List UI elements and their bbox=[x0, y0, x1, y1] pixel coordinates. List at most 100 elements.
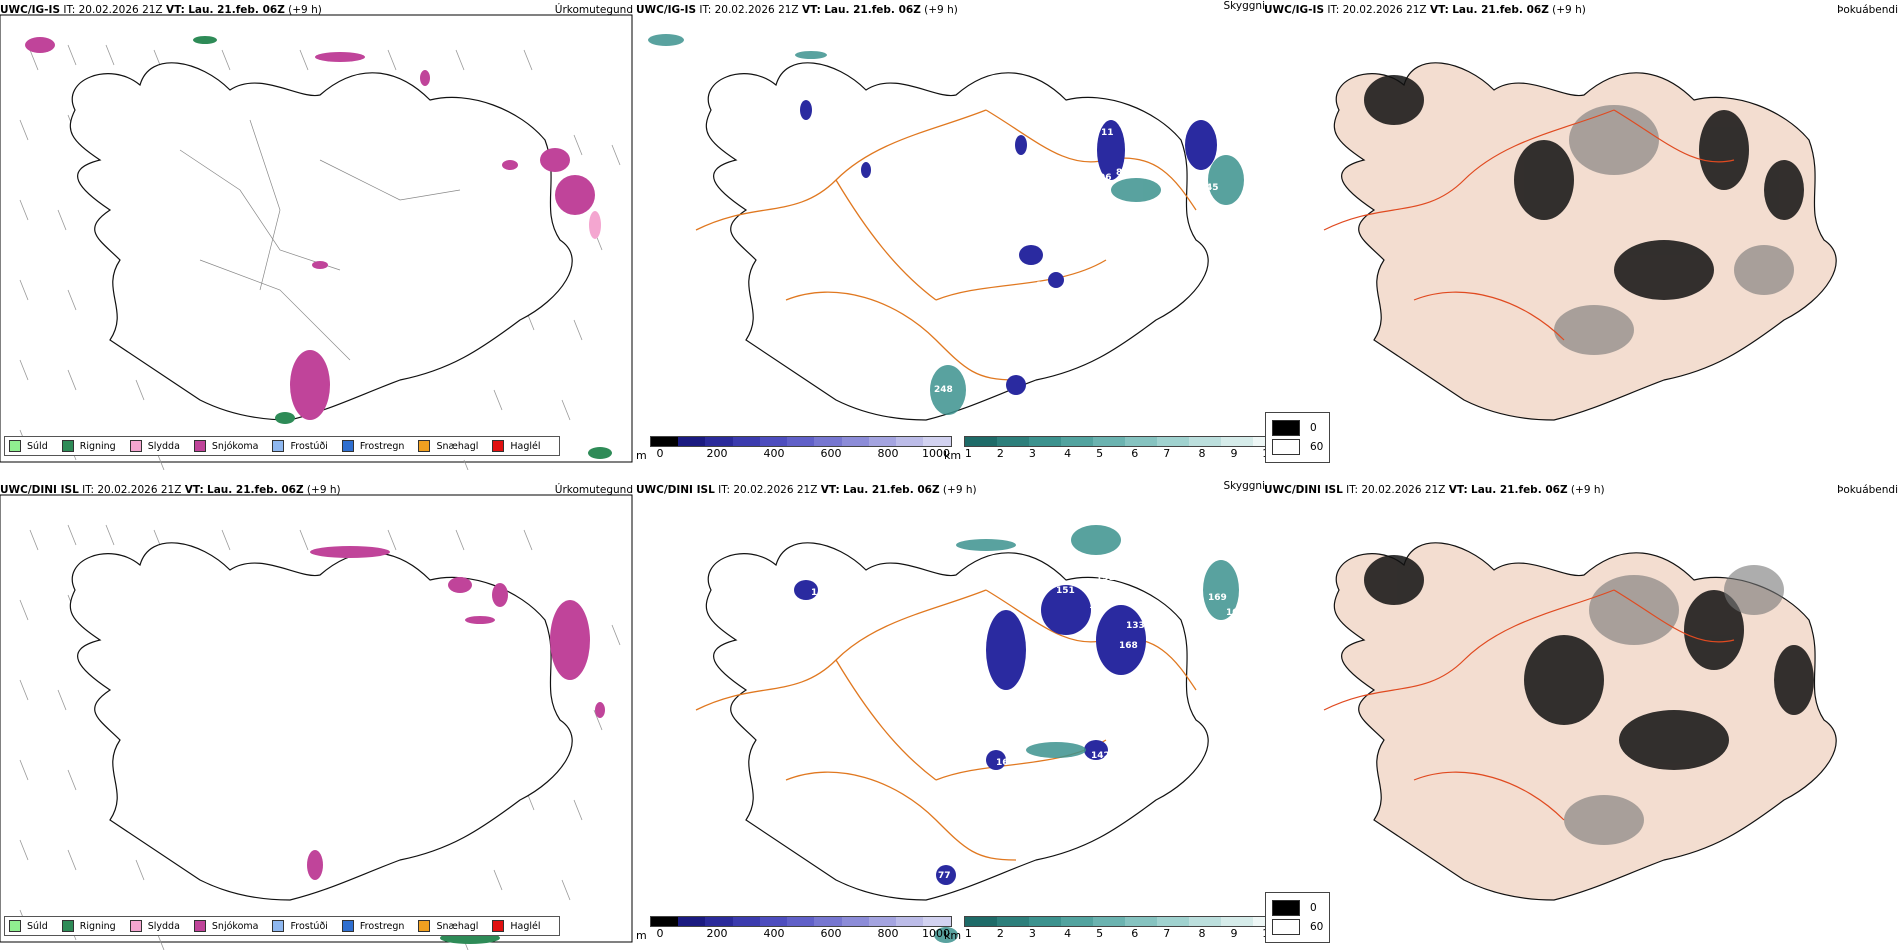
legend-item: Frostregn bbox=[341, 440, 404, 452]
precip-legend-bottom: Súld Rigning Slydda Snjókoma Frostúði Fr… bbox=[4, 916, 560, 936]
svg-text:85: 85 bbox=[1116, 168, 1129, 178]
svg-text:131: 131 bbox=[1096, 573, 1115, 583]
svg-text:151: 151 bbox=[1056, 586, 1075, 596]
colorbar-cell bbox=[1189, 917, 1222, 926]
colorbar-cell bbox=[841, 437, 869, 446]
colorbar-cell bbox=[1125, 437, 1158, 446]
header-top-fog: UWC/IG-IS IT: 20.02.2026 21Z VT: Lau. 21… bbox=[1264, 4, 1586, 16]
legend-item: Haglél bbox=[492, 440, 541, 452]
legend-item: Snjókoma bbox=[193, 440, 258, 452]
svg-text:96: 96 bbox=[1099, 173, 1112, 183]
cloudbase-labels-bottom: 123 163 131 151 115 133 168 169 105 142 … bbox=[811, 563, 1245, 881]
legend-item: Rigning bbox=[61, 440, 116, 452]
colorbar-cell bbox=[1157, 917, 1190, 926]
cloudbase-labels-top: 11 85 96 63 45 82 14 67 10 12 248 bbox=[806, 103, 1219, 395]
header-bottom: UWC/DINI ISL IT: 20.02.2026 21Z VT: Lau.… bbox=[0, 484, 341, 496]
fog-title: Þokuábendi bbox=[1837, 4, 1898, 16]
colorbar-cell bbox=[705, 917, 733, 926]
svg-text:77: 77 bbox=[938, 871, 951, 881]
colorbar-cell bbox=[896, 437, 924, 446]
svg-text:63: 63 bbox=[1189, 178, 1202, 188]
roads bbox=[695, 109, 1197, 381]
visibility-title: Skyggni bbox=[1223, 0, 1266, 12]
colorbar-cell bbox=[759, 437, 788, 446]
colorbar-cell bbox=[677, 917, 706, 926]
colorbar-cell bbox=[814, 917, 842, 926]
colorbar-cell bbox=[650, 917, 678, 926]
svg-text:142: 142 bbox=[1091, 751, 1110, 761]
colorbar-cell bbox=[814, 437, 842, 446]
legend-item: Súld bbox=[9, 440, 48, 452]
svg-text:168: 168 bbox=[1119, 641, 1138, 651]
legend-item: Haglél bbox=[492, 920, 541, 932]
colorbar-cell bbox=[1029, 437, 1062, 446]
legend-item: Snæhagl bbox=[418, 440, 478, 452]
svg-text:105: 105 bbox=[1226, 608, 1245, 618]
visibility-map-top: 11 85 96 63 45 82 14 67 10 12 248 bbox=[648, 34, 1244, 421]
precip-legend-top: Súld Rigning Slydda Snjókoma Frostúði Fr… bbox=[4, 436, 560, 456]
colorbar-cell bbox=[868, 917, 897, 926]
precip-panel-bottom: UWC/DINI ISL IT: 20.02.2026 21Z VT: Lau.… bbox=[0, 480, 635, 950]
colorbar-cell bbox=[759, 917, 788, 926]
colorbar-cell bbox=[965, 917, 998, 926]
svg-text:133: 133 bbox=[1126, 621, 1145, 631]
precip-panel-top: UWC/IG-IS IT: 20.02.2026 21Z VT: Lau. 21… bbox=[0, 0, 635, 470]
colorbar-cell bbox=[868, 437, 897, 446]
colorbar-cell bbox=[997, 437, 1030, 446]
precip-title: Úrkomutegund bbox=[554, 484, 633, 496]
fog-legend-top: 0 60 bbox=[1265, 412, 1331, 463]
header-top-vis: UWC/IG-IS IT: 20.02.2026 21Z VT: Lau. 21… bbox=[636, 4, 958, 16]
svg-text:163: 163 bbox=[1116, 563, 1135, 573]
visibility-colorbar-top: km 1 2 3 4 5 6 7 8 9 10 bbox=[944, 436, 1271, 462]
precip-map-bottom bbox=[0, 494, 633, 950]
colorbar-cell bbox=[965, 437, 998, 446]
legend-item: Frostúði bbox=[272, 920, 328, 932]
visibility-panel-bottom: UWC/DINI ISL IT: 20.02.2026 21Z VT: Lau.… bbox=[636, 480, 1271, 950]
svg-text:82: 82 bbox=[1056, 103, 1069, 113]
svg-text:10: 10 bbox=[926, 271, 939, 281]
svg-text:169: 169 bbox=[1208, 593, 1227, 603]
header-bottom-fog: UWC/DINI ISL IT: 20.02.2026 21Z VT: Lau.… bbox=[1264, 484, 1605, 496]
precip-title: Úrkomutegund bbox=[554, 4, 633, 16]
fog-map-top bbox=[1323, 62, 1837, 421]
legend-item: Snæhagl bbox=[418, 920, 478, 932]
visibility-title: Skyggni bbox=[1223, 480, 1266, 492]
svg-text:45: 45 bbox=[1206, 183, 1219, 193]
svg-text:248: 248 bbox=[934, 385, 953, 395]
svg-text:16: 16 bbox=[996, 758, 1009, 768]
colorbar-cell bbox=[923, 917, 951, 926]
colorbar-cell bbox=[1093, 917, 1126, 926]
visibility-map-bottom: 123 163 131 151 115 133 168 169 105 142 … bbox=[695, 525, 1245, 943]
visibility-panel-top: UWC/IG-IS IT: 20.02.2026 21Z VT: Lau. 21… bbox=[636, 0, 1271, 470]
colorbar-cell bbox=[1189, 437, 1222, 446]
fog-legend-bottom: 0 60 bbox=[1265, 892, 1331, 943]
colorbar-cell bbox=[1029, 917, 1062, 926]
iceland-coast bbox=[69, 62, 573, 421]
precip-map-top bbox=[0, 14, 633, 470]
fog-map-bottom bbox=[1323, 542, 1837, 901]
svg-text:115: 115 bbox=[1089, 601, 1108, 611]
colorbar-cell bbox=[732, 437, 760, 446]
colorbar-cell bbox=[1221, 917, 1254, 926]
colorbar-cell bbox=[1221, 437, 1254, 446]
fog-panel-top: UWC/IG-IS IT: 20.02.2026 21Z VT: Lau. 21… bbox=[1264, 0, 1900, 470]
cloudbase-colorbar-top: m 0 200 400 600 800 1000 bbox=[636, 436, 952, 462]
header-top: UWC/IG-IS IT: 20.02.2026 21Z VT: Lau. 21… bbox=[0, 4, 322, 16]
legend-item: Frostregn bbox=[341, 920, 404, 932]
colorbar-cell bbox=[1093, 437, 1126, 446]
header-bottom-vis: UWC/DINI ISL IT: 20.02.2026 21Z VT: Lau.… bbox=[636, 484, 977, 496]
colorbar-cell bbox=[787, 437, 815, 446]
legend-item: Frostúði bbox=[272, 440, 328, 452]
legend-item: Rigning bbox=[61, 920, 116, 932]
colorbar-cell bbox=[1061, 917, 1094, 926]
legend-item: Slydda bbox=[129, 440, 180, 452]
colorbar-cell bbox=[1157, 437, 1190, 446]
colorbar-cell bbox=[787, 917, 815, 926]
fog-title: Þokuábendi bbox=[1837, 484, 1898, 496]
svg-text:123: 123 bbox=[811, 588, 830, 598]
colorbar-cell bbox=[841, 917, 869, 926]
legend-item: Snjókoma bbox=[193, 920, 258, 932]
colorbar-cell bbox=[705, 437, 733, 446]
legend-item: Slydda bbox=[129, 920, 180, 932]
fog-panel-bottom: UWC/DINI ISL IT: 20.02.2026 21Z VT: Lau.… bbox=[1264, 480, 1900, 950]
